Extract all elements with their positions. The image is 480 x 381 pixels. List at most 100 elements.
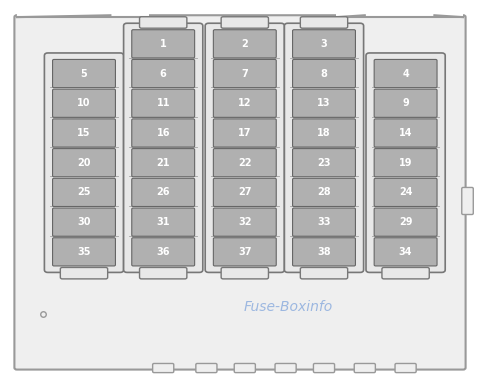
FancyBboxPatch shape bbox=[300, 267, 348, 279]
Text: 25: 25 bbox=[77, 187, 91, 197]
FancyBboxPatch shape bbox=[213, 59, 276, 88]
FancyBboxPatch shape bbox=[293, 238, 355, 266]
FancyBboxPatch shape bbox=[52, 208, 115, 236]
Text: 8: 8 bbox=[321, 69, 327, 78]
FancyBboxPatch shape bbox=[374, 59, 437, 88]
FancyBboxPatch shape bbox=[234, 363, 255, 373]
Text: 32: 32 bbox=[238, 217, 252, 227]
FancyBboxPatch shape bbox=[313, 363, 335, 373]
Text: 27: 27 bbox=[238, 187, 252, 197]
Text: 29: 29 bbox=[399, 217, 412, 227]
Text: 37: 37 bbox=[238, 247, 252, 257]
Text: 4: 4 bbox=[402, 69, 409, 78]
Text: 15: 15 bbox=[77, 128, 91, 138]
FancyBboxPatch shape bbox=[124, 23, 203, 272]
Text: 18: 18 bbox=[317, 128, 331, 138]
Text: 1: 1 bbox=[160, 39, 167, 49]
FancyBboxPatch shape bbox=[132, 89, 195, 117]
FancyBboxPatch shape bbox=[374, 208, 437, 236]
Text: 33: 33 bbox=[317, 217, 331, 227]
Text: 28: 28 bbox=[317, 187, 331, 197]
Text: 5: 5 bbox=[81, 69, 87, 78]
FancyBboxPatch shape bbox=[213, 89, 276, 117]
FancyBboxPatch shape bbox=[462, 187, 473, 215]
FancyBboxPatch shape bbox=[293, 149, 355, 177]
FancyBboxPatch shape bbox=[153, 363, 174, 373]
FancyBboxPatch shape bbox=[132, 208, 195, 236]
Text: 7: 7 bbox=[241, 69, 248, 78]
Text: 34: 34 bbox=[399, 247, 412, 257]
FancyBboxPatch shape bbox=[213, 208, 276, 236]
FancyBboxPatch shape bbox=[275, 363, 296, 373]
FancyBboxPatch shape bbox=[213, 178, 276, 207]
FancyBboxPatch shape bbox=[140, 17, 187, 28]
FancyBboxPatch shape bbox=[140, 267, 187, 279]
Text: 3: 3 bbox=[321, 39, 327, 49]
FancyBboxPatch shape bbox=[132, 30, 195, 58]
Text: 12: 12 bbox=[238, 98, 252, 108]
Text: 9: 9 bbox=[402, 98, 409, 108]
Polygon shape bbox=[17, 13, 149, 17]
FancyBboxPatch shape bbox=[395, 363, 416, 373]
Text: 24: 24 bbox=[399, 187, 412, 197]
Text: 2: 2 bbox=[241, 39, 248, 49]
FancyBboxPatch shape bbox=[213, 30, 276, 58]
Text: 17: 17 bbox=[238, 128, 252, 138]
Text: 26: 26 bbox=[156, 187, 170, 197]
FancyBboxPatch shape bbox=[374, 149, 437, 177]
FancyBboxPatch shape bbox=[366, 53, 445, 272]
FancyBboxPatch shape bbox=[293, 89, 355, 117]
FancyBboxPatch shape bbox=[293, 208, 355, 236]
Text: 35: 35 bbox=[77, 247, 91, 257]
FancyBboxPatch shape bbox=[60, 267, 108, 279]
FancyBboxPatch shape bbox=[221, 267, 268, 279]
FancyBboxPatch shape bbox=[44, 53, 124, 272]
FancyBboxPatch shape bbox=[293, 178, 355, 207]
FancyBboxPatch shape bbox=[293, 59, 355, 88]
Text: 6: 6 bbox=[160, 69, 167, 78]
Text: 21: 21 bbox=[156, 158, 170, 168]
Text: 16: 16 bbox=[156, 128, 170, 138]
Text: 14: 14 bbox=[399, 128, 412, 138]
FancyBboxPatch shape bbox=[213, 149, 276, 177]
FancyBboxPatch shape bbox=[52, 89, 115, 117]
FancyBboxPatch shape bbox=[132, 178, 195, 207]
Text: 30: 30 bbox=[77, 217, 91, 227]
Text: 19: 19 bbox=[399, 158, 412, 168]
Text: 22: 22 bbox=[238, 158, 252, 168]
Text: 23: 23 bbox=[317, 158, 331, 168]
Text: 20: 20 bbox=[77, 158, 91, 168]
FancyBboxPatch shape bbox=[213, 119, 276, 147]
FancyBboxPatch shape bbox=[374, 89, 437, 117]
Text: 38: 38 bbox=[317, 247, 331, 257]
FancyBboxPatch shape bbox=[52, 149, 115, 177]
FancyBboxPatch shape bbox=[52, 59, 115, 88]
FancyBboxPatch shape bbox=[205, 23, 284, 272]
FancyBboxPatch shape bbox=[374, 119, 437, 147]
FancyBboxPatch shape bbox=[52, 119, 115, 147]
FancyBboxPatch shape bbox=[284, 23, 364, 272]
FancyBboxPatch shape bbox=[374, 238, 437, 266]
FancyBboxPatch shape bbox=[14, 15, 466, 370]
FancyBboxPatch shape bbox=[221, 17, 268, 28]
FancyBboxPatch shape bbox=[213, 238, 276, 266]
FancyBboxPatch shape bbox=[354, 363, 375, 373]
Polygon shape bbox=[336, 13, 463, 17]
Text: 10: 10 bbox=[77, 98, 91, 108]
FancyBboxPatch shape bbox=[293, 119, 355, 147]
FancyBboxPatch shape bbox=[132, 149, 195, 177]
Text: 36: 36 bbox=[156, 247, 170, 257]
FancyBboxPatch shape bbox=[52, 178, 115, 207]
Text: 11: 11 bbox=[156, 98, 170, 108]
FancyBboxPatch shape bbox=[382, 267, 429, 279]
FancyBboxPatch shape bbox=[196, 363, 217, 373]
FancyBboxPatch shape bbox=[132, 119, 195, 147]
FancyBboxPatch shape bbox=[300, 17, 348, 28]
FancyBboxPatch shape bbox=[52, 238, 115, 266]
Polygon shape bbox=[17, 15, 149, 17]
Text: 13: 13 bbox=[317, 98, 331, 108]
Text: Fuse-Boxinfo: Fuse-Boxinfo bbox=[243, 300, 333, 314]
FancyBboxPatch shape bbox=[293, 30, 355, 58]
FancyBboxPatch shape bbox=[132, 59, 195, 88]
Text: 31: 31 bbox=[156, 217, 170, 227]
